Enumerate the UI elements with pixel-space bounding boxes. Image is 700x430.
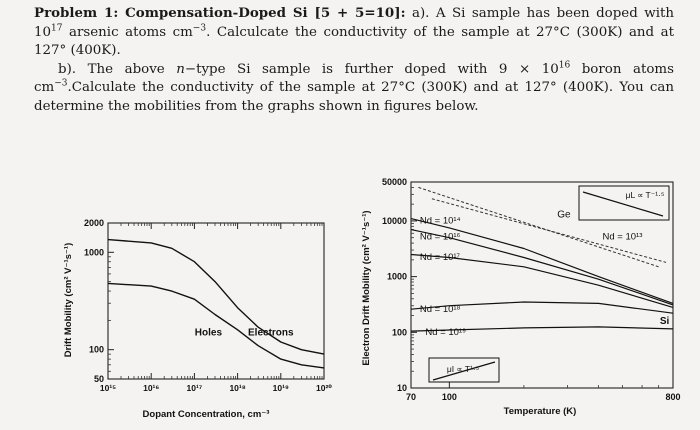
part-b-exponent-1: 16: [558, 60, 571, 71]
right-y-tick-label: 50000: [382, 177, 407, 187]
part-b-label: b).: [58, 61, 77, 77]
mobility-vs-dopant-chart: Drift Mobility (cm² V⁻¹s⁻¹) Dopant Conce…: [63, 218, 332, 420]
right-series-line-3: [410, 301, 674, 314]
right-series-label-1: Nd = 10¹⁶: [420, 232, 461, 243]
left-x-tick-label: 10¹⁶: [143, 383, 159, 393]
right-lattice-dashed-line: [431, 198, 667, 263]
right-impurity-inset-label: μI ∝ T¹·⁵: [447, 364, 479, 374]
part-b-paragraph: b). The above n−type Si sample is furthe…: [34, 61, 674, 117]
part-a-paragraph: Problem 1: Compensation-Doped Si [5 + 5=…: [34, 4, 674, 61]
part-b-text-3: boron atoms cm: [34, 61, 674, 96]
left-y-tick-label: 2000: [84, 218, 104, 228]
left-x-tick-label: 10¹⁹: [273, 383, 289, 393]
right-plot-frame: [410, 181, 674, 389]
left-plot-frame: [107, 222, 325, 380]
left-x-tick-label: 10¹⁵: [100, 383, 116, 393]
right-series-line-2: [410, 253, 674, 308]
left-x-tick-label: 10²⁰: [316, 383, 332, 393]
left-x-axis-label: Dopant Concentration, cm⁻³: [143, 409, 270, 420]
part-a-text-3: . Calculcate the conductivity of the sam…: [34, 24, 674, 59]
right-x-axis-label: Temperature (K): [504, 406, 577, 417]
right-y-tick-label: 100: [392, 327, 407, 337]
left-series-holes-label: Holes: [195, 327, 223, 338]
left-plot-area: 10¹⁵ 10¹⁶ 10¹⁷ 10¹⁸ 10¹⁹ 10²⁰ 2000 1000 100 50 Hol…: [84, 218, 332, 393]
part-b-italic-n: n: [176, 61, 185, 77]
right-series-label-4: Nd = 10¹⁹: [425, 327, 466, 338]
right-series-label-0: Nd = 10¹⁴: [420, 215, 461, 226]
right-y-tick-label: 10: [397, 383, 407, 393]
right-ge-label: Ge: [557, 210, 571, 221]
left-series-holes-line: [107, 282, 325, 369]
part-b-text-2: −type Si sample is further doped with 9 …: [184, 61, 559, 77]
right-lattice-inset-label: μL ∝ T⁻¹·⁵: [626, 190, 665, 200]
part-a-label: a).: [411, 6, 430, 21]
right-si-label: Si: [660, 316, 670, 327]
right-lattice-inset-line: [582, 191, 664, 217]
left-series-electrons-line: [107, 238, 325, 355]
right-series-label-3: Nd = 10¹⁸: [420, 304, 461, 315]
part-a-text-1: A Si sample has been doped with 10: [34, 6, 674, 40]
left-y-axis-label: Drift Mobility (cm² V⁻¹s⁻¹): [63, 243, 74, 358]
right-y-tick-label: 1000: [387, 272, 407, 282]
left-y-tick-label: 50: [94, 374, 104, 384]
part-b-text-1: The above: [87, 61, 177, 77]
right-impurity-inset-line: [432, 361, 496, 381]
left-y-tick-label: 100: [89, 345, 104, 355]
left-x-tick-label: 10¹⁷: [187, 383, 203, 393]
right-x-tick-label: 70: [406, 392, 416, 402]
part-b-text-4: .Calculate the conductivity of the sampl…: [34, 80, 674, 114]
part-a-exponent-1: 17: [51, 23, 63, 34]
right-lattice-inset-box: [578, 185, 670, 221]
right-y-axis-label: Electron Drift Mobility (cm² V⁻¹s⁻¹): [361, 210, 372, 365]
right-y-tick-label: 10000: [382, 216, 407, 226]
electron-mobility-vs-temperature-chart: Electron Drift Mobility (cm² V⁻¹s⁻¹) Tem…: [361, 177, 681, 417]
left-series-electrons-label: Electrons: [248, 327, 294, 338]
right-impurity-inset-box: [428, 357, 500, 383]
part-a-text-2: arsenic atoms cm: [62, 24, 193, 40]
right-x-tick-label: 800: [665, 392, 680, 402]
part-a-exponent-2: −3: [192, 23, 207, 34]
problem-text: Problem 1: Compensation-Doped Si [5 + 5=…: [34, 4, 674, 117]
right-nd-1e13-label: Nd = 10¹³: [603, 232, 643, 243]
right-series-line-0: [410, 218, 674, 304]
right-series-label-2: Nd = 10¹⁷: [420, 252, 461, 263]
part-b-exponent-2: −3: [54, 78, 68, 89]
right-series-line-1: [410, 229, 674, 306]
problem-title: Problem 1: Compensation-Doped Si [5 + 5=…: [34, 5, 406, 21]
right-ge-dashed-line: [418, 186, 659, 268]
right-series-line-4: [410, 326, 674, 332]
left-y-tick-label: 1000: [84, 247, 104, 257]
left-x-tick-label: 10¹⁸: [229, 383, 245, 393]
right-x-tick-label: 100: [442, 392, 457, 402]
